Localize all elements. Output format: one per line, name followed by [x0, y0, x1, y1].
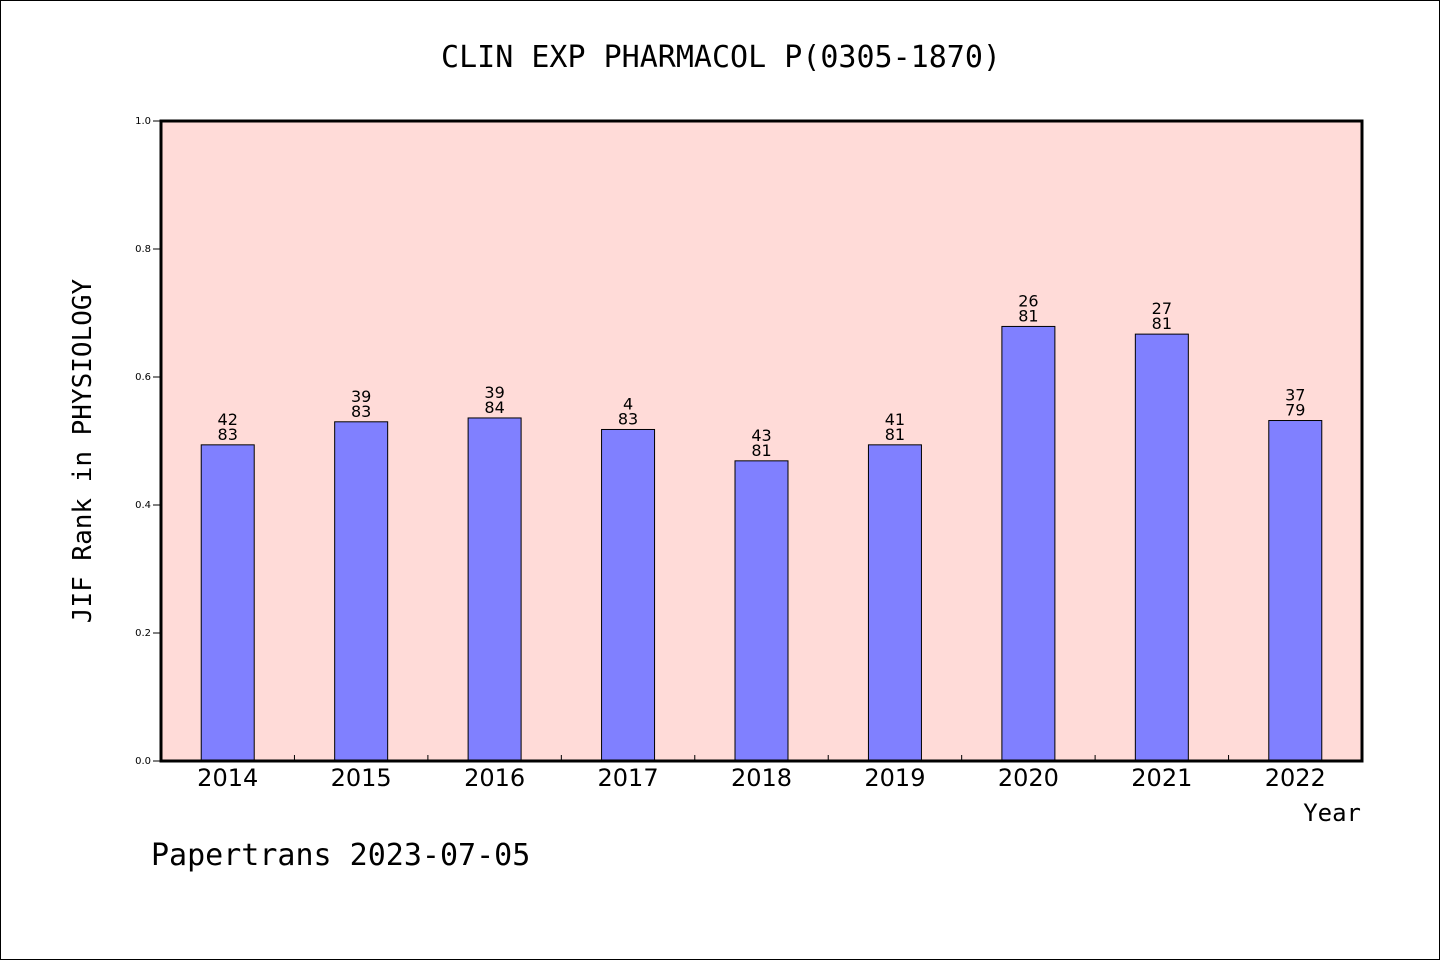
- y-tick-label: 0.0: [135, 756, 151, 767]
- y-axis-label: JIF Rank in PHYSIOLOGY: [68, 278, 98, 623]
- x-tick-label: 2022: [1265, 764, 1326, 792]
- bar-label-rank: 27: [1152, 299, 1172, 318]
- bar-2017: [601, 428, 656, 762]
- chart-title: CLIN EXP PHARMACOL P(0305-1870): [441, 40, 1001, 75]
- plot-border: [159, 119, 1364, 763]
- bar-label-total: 79: [1285, 401, 1305, 420]
- x-axis-label: Year: [1303, 799, 1361, 827]
- bar-2014: [200, 444, 255, 762]
- y-tick-label: 0.2: [135, 628, 151, 639]
- bar-label-rank: 39: [484, 383, 504, 402]
- bar-2016: [467, 417, 522, 762]
- y-tick-label: 0.8: [135, 244, 151, 255]
- x-tick-label: 2020: [998, 764, 1059, 792]
- x-tick-label: 2015: [331, 764, 392, 792]
- bar-label-total: 81: [1152, 314, 1172, 333]
- bar-label-total: 81: [751, 441, 771, 460]
- bar-label-total: 83: [351, 402, 371, 421]
- x-tick-label: 2017: [598, 764, 659, 792]
- bar-2021: [1134, 333, 1189, 762]
- y-tick-label: 0.6: [135, 372, 151, 383]
- bar-label-total: 83: [218, 425, 238, 444]
- bar-label-total: 81: [1018, 306, 1038, 325]
- bar-label-rank: 4: [623, 394, 633, 413]
- bar-label-rank: 41: [885, 410, 905, 429]
- bar-label-total: 83: [618, 409, 638, 428]
- bar-label-rank: 26: [1018, 291, 1038, 310]
- x-tick-label: 2021: [1131, 764, 1192, 792]
- bar-label-total: 81: [885, 425, 905, 444]
- bar-label-total: 84: [484, 398, 504, 417]
- x-tick-label: 2018: [731, 764, 792, 792]
- bar-2020: [1001, 325, 1056, 762]
- x-axis: 2014 2015 2016 2017 2018 2019 2020 2021 2022: [197, 755, 1326, 792]
- y-tick-label: 0.4: [135, 500, 151, 511]
- footer-credit: Papertrans 2023-07-05: [151, 838, 530, 873]
- x-tick-label: 2019: [864, 764, 925, 792]
- bar-label-rank: 42: [218, 410, 238, 429]
- bar-label-rank: 39: [351, 387, 371, 406]
- bar-2018: [734, 460, 789, 762]
- x-tick-label: 2016: [464, 764, 525, 792]
- bar-2022: [1268, 420, 1323, 762]
- bar-2015: [334, 421, 389, 762]
- y-tick-label: 1.0: [135, 116, 151, 127]
- bar-label-rank: 37: [1285, 386, 1305, 405]
- x-tick-label: 2014: [197, 764, 258, 792]
- bar-2019: [867, 444, 922, 762]
- y-axis: 0.0 0.2 0.4 0.6 0.8 1.0: [135, 116, 161, 767]
- bar-label-rank: 43: [751, 426, 771, 445]
